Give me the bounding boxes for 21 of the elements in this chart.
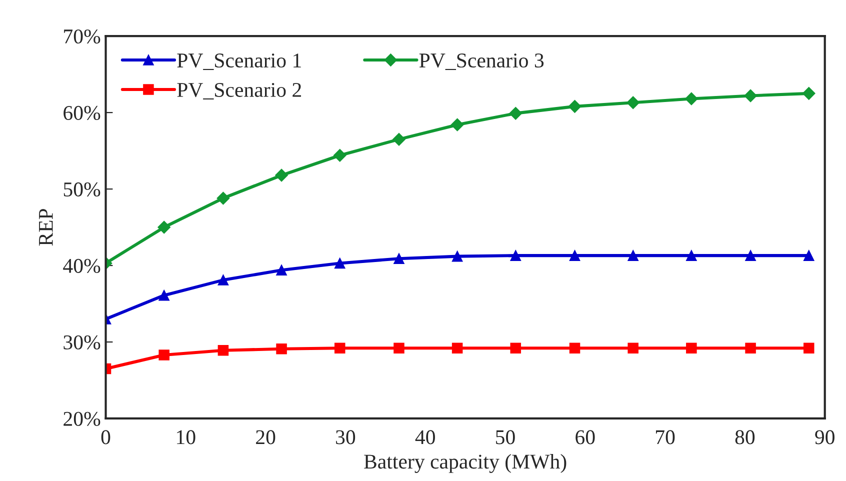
x-tick-label: 90 [815,430,834,444]
x-tick-label: 50 [496,430,515,444]
x-tick-label: 80 [735,430,755,444]
legend-label: PV_Scenario 2 [177,82,301,100]
x-tick-label: 0 [101,430,110,444]
y-tick-label: 60% [64,106,100,120]
x-tick-label: 10 [177,430,196,444]
y-tick-label: 70% [64,29,100,44]
legend-label: PV_Scenario 3 [419,54,544,70]
x-tick-label: 40 [415,430,435,444]
y-tick-label: 50% [64,182,100,197]
y-tick-label: 40% [63,258,100,274]
y-tick-label: 30% [64,335,100,350]
x-tick-label: 30 [336,430,356,444]
x-tick-label: 60 [576,430,595,444]
x-axis-title: Battery capacity (MWh) [364,454,566,473]
x-tick-label: 20 [256,430,276,444]
x-tick-label: 70 [656,430,675,444]
y-tick-label: 20% [64,412,100,426]
legend-label: PV_Scenario 1 [177,54,301,70]
y-axis-title: REP [39,209,53,246]
